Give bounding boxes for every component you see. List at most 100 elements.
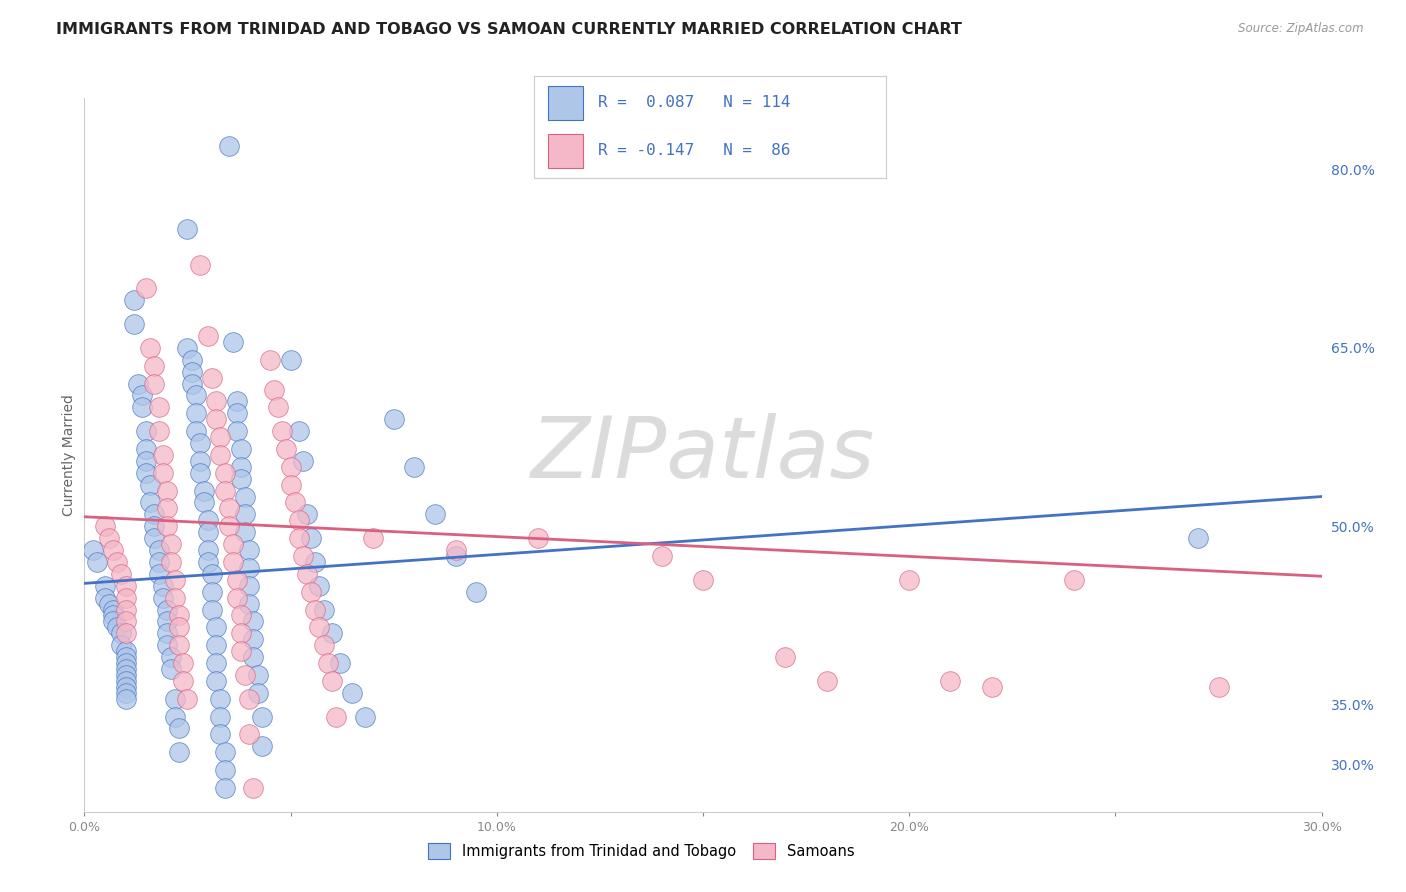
Point bbox=[295, 508, 318, 522]
Point bbox=[94, 579, 117, 593]
Bar bbox=[548, 87, 583, 120]
Point bbox=[131, 401, 153, 415]
Point bbox=[291, 454, 314, 468]
Point bbox=[176, 222, 198, 236]
Point bbox=[98, 531, 121, 545]
Point bbox=[201, 566, 224, 581]
Point bbox=[242, 632, 264, 647]
Point bbox=[143, 519, 166, 533]
Text: R = -0.147   N =  86: R = -0.147 N = 86 bbox=[598, 143, 790, 158]
Point bbox=[280, 459, 302, 474]
Point bbox=[197, 513, 219, 527]
Point bbox=[980, 680, 1002, 694]
Point bbox=[214, 763, 236, 777]
Point bbox=[939, 673, 962, 688]
Point bbox=[214, 780, 236, 795]
Point bbox=[229, 472, 252, 486]
Point bbox=[692, 573, 714, 587]
Point bbox=[312, 602, 335, 616]
Point bbox=[114, 650, 136, 665]
Point bbox=[299, 584, 322, 599]
Point bbox=[103, 615, 125, 629]
Point bbox=[444, 549, 467, 563]
Point bbox=[180, 352, 202, 367]
Point bbox=[160, 662, 183, 676]
Point bbox=[209, 430, 232, 444]
Point bbox=[114, 591, 136, 605]
Point bbox=[205, 638, 228, 652]
Point bbox=[135, 442, 157, 456]
Point bbox=[229, 626, 252, 640]
Point bbox=[201, 602, 224, 616]
Point bbox=[321, 673, 343, 688]
Point bbox=[271, 424, 294, 438]
Point bbox=[651, 549, 673, 563]
Point bbox=[288, 513, 311, 527]
Point bbox=[197, 329, 219, 343]
Point bbox=[139, 341, 162, 355]
Point bbox=[156, 483, 179, 498]
Point bbox=[110, 626, 132, 640]
Point bbox=[250, 739, 273, 754]
Point bbox=[167, 608, 190, 623]
Point bbox=[127, 376, 149, 391]
Point bbox=[214, 745, 236, 759]
Point bbox=[423, 508, 446, 522]
Point bbox=[167, 620, 190, 634]
Point bbox=[143, 508, 166, 522]
Point bbox=[242, 650, 264, 665]
Text: Source: ZipAtlas.com: Source: ZipAtlas.com bbox=[1239, 22, 1364, 36]
Point bbox=[404, 459, 426, 474]
Point bbox=[304, 555, 326, 569]
Point bbox=[160, 537, 183, 551]
Point bbox=[205, 394, 228, 409]
Point bbox=[222, 334, 245, 349]
Point bbox=[527, 531, 550, 545]
Point bbox=[209, 448, 232, 462]
Point bbox=[238, 579, 260, 593]
Point bbox=[98, 597, 121, 611]
Point bbox=[233, 668, 256, 682]
Point bbox=[242, 780, 264, 795]
Point bbox=[226, 406, 249, 420]
Point bbox=[114, 686, 136, 700]
Point bbox=[165, 591, 187, 605]
Point bbox=[214, 483, 236, 498]
Point bbox=[105, 555, 128, 569]
Point bbox=[156, 615, 179, 629]
Point bbox=[218, 501, 240, 516]
Point bbox=[122, 317, 145, 331]
Point bbox=[815, 673, 838, 688]
Point bbox=[276, 442, 298, 456]
Point bbox=[197, 525, 219, 540]
Point bbox=[263, 383, 285, 397]
Point bbox=[152, 448, 174, 462]
Point bbox=[152, 466, 174, 480]
Point bbox=[103, 602, 125, 616]
Point bbox=[165, 709, 187, 723]
Point bbox=[152, 591, 174, 605]
Point bbox=[156, 501, 179, 516]
Point bbox=[226, 573, 249, 587]
Point bbox=[201, 370, 224, 384]
Point bbox=[1208, 680, 1230, 694]
Point bbox=[143, 376, 166, 391]
Point bbox=[176, 341, 198, 355]
Point bbox=[86, 555, 108, 569]
Point bbox=[214, 466, 236, 480]
Y-axis label: Currently Married: Currently Married bbox=[62, 394, 76, 516]
Point bbox=[229, 608, 252, 623]
Point bbox=[284, 495, 307, 509]
Point bbox=[229, 644, 252, 658]
Point bbox=[148, 401, 170, 415]
Point bbox=[114, 691, 136, 706]
Point bbox=[267, 401, 290, 415]
Point bbox=[188, 466, 211, 480]
Point bbox=[135, 466, 157, 480]
Point bbox=[465, 584, 488, 599]
Point bbox=[180, 376, 202, 391]
Point bbox=[114, 644, 136, 658]
Point bbox=[222, 537, 245, 551]
Point bbox=[209, 727, 232, 741]
Point bbox=[233, 508, 256, 522]
